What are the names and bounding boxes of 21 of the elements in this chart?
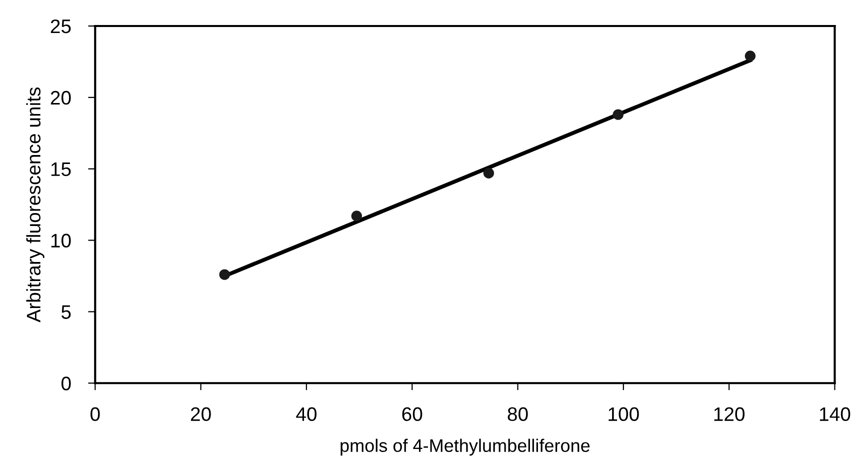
point — [351, 210, 362, 222]
x-tick-label: 40 — [296, 407, 317, 422]
x-tick-label: 120 — [714, 407, 745, 422]
y-axis-title: Arbitrary fluorescence units — [26, 87, 44, 322]
point — [612, 109, 624, 120]
point — [744, 50, 756, 62]
y-tick-label: 5 — [62, 305, 71, 319]
x-axis-title: pmols of 4-Methylumbelliferone — [340, 438, 590, 456]
y-tick-label: 25 — [50, 19, 71, 34]
x-tick-label: 20 — [190, 407, 211, 422]
x-tick-label: 80 — [508, 407, 528, 422]
x-tick-label: 100 — [608, 407, 639, 422]
y-tick-label: 20 — [50, 90, 71, 105]
point — [483, 168, 494, 178]
y-tick-label: 0 — [61, 376, 71, 390]
y-tick-label: 15 — [51, 162, 71, 176]
point — [219, 269, 230, 280]
x-tick-label: 60 — [402, 407, 422, 422]
x-tick-label: 0 — [90, 407, 100, 422]
x-tick-label: 140 — [820, 407, 850, 422]
y-tick-label: 10 — [51, 234, 71, 248]
